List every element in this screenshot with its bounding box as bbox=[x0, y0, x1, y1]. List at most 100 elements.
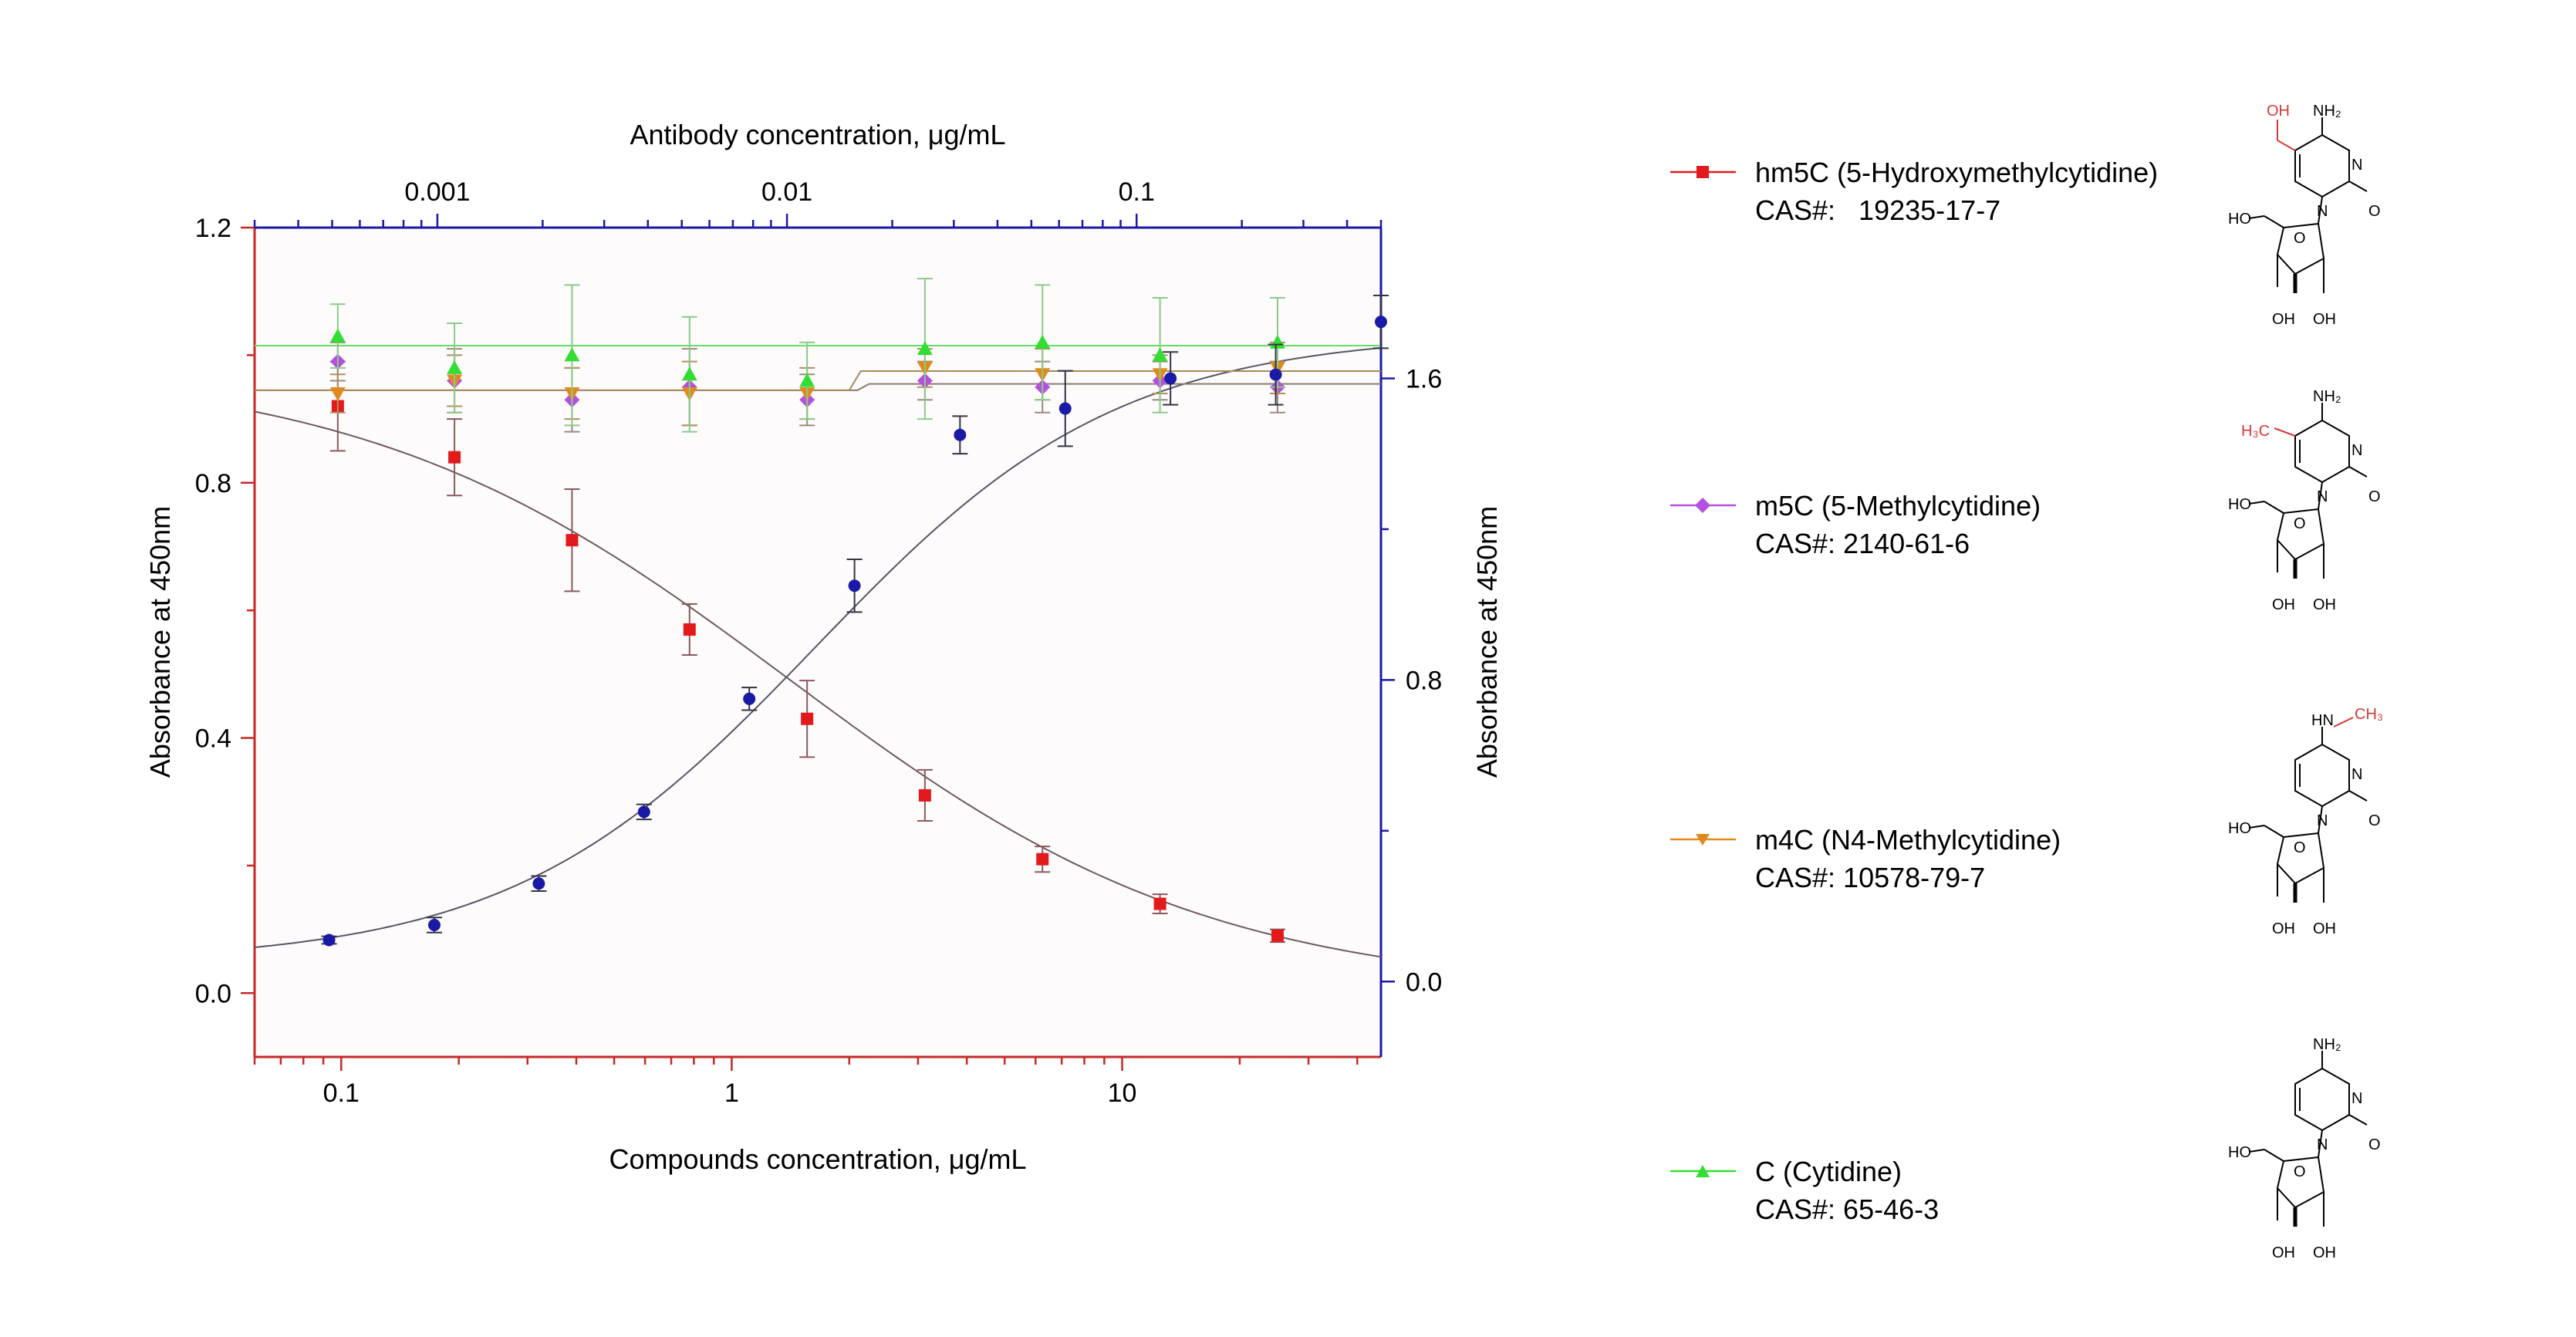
point-hm5c bbox=[1153, 897, 1166, 910]
legend-cas-c: CAS#: 65-46-3 bbox=[1755, 1194, 1939, 1225]
point-antibody bbox=[322, 934, 336, 947]
y-tick-label: 0.8 bbox=[195, 469, 231, 498]
x2-tick-label: 0.1 bbox=[1119, 177, 1155, 207]
struct-hm5c-oh2: OH bbox=[2272, 311, 2295, 328]
legend-label-m5c: m5C (5-Methylcytidine) bbox=[1755, 490, 2041, 522]
x-tick-label: 1 bbox=[724, 1079, 739, 1108]
structure-c: NH₂ N N O HO O OH OH bbox=[2228, 1036, 2381, 1261]
struct-hm5c-o4: O bbox=[2294, 230, 2306, 247]
point-antibody bbox=[1269, 368, 1282, 381]
struct-m5c-n1: N bbox=[2317, 488, 2328, 505]
point-hm5c bbox=[801, 712, 814, 725]
struct-m5c-o2: O bbox=[2368, 488, 2381, 505]
struct-c-o2: O bbox=[2368, 1136, 2381, 1153]
point-antibody bbox=[1375, 316, 1387, 329]
struct-m5c-oh2: OH bbox=[2272, 596, 2295, 613]
struct-m4c-oh3: OH bbox=[2313, 920, 2336, 937]
struct-m5c-n3: N bbox=[2351, 442, 2362, 459]
fit-hm5c bbox=[254, 410, 1382, 958]
struct-hm5c-oh3: OH bbox=[2313, 311, 2336, 328]
struct-m5c-o4: O bbox=[2294, 515, 2306, 532]
point-hm5c bbox=[566, 534, 579, 547]
x2-tick-label: 0.01 bbox=[761, 177, 812, 207]
struct-m5c-h3c: H₃C bbox=[2241, 423, 2270, 440]
point-c bbox=[447, 360, 463, 374]
legend: hm5C (5-Hydroxymethylcytidine) CAS#: 192… bbox=[1670, 157, 2158, 1225]
struct-hm5c-nh2: NH₂ bbox=[2313, 103, 2341, 120]
struct-c-ho5: HO bbox=[2228, 1144, 2251, 1161]
point-antibody bbox=[848, 579, 861, 593]
fit-antibody bbox=[254, 346, 1382, 948]
point-antibody bbox=[427, 918, 441, 931]
fit-curves bbox=[254, 344, 1382, 958]
y-tick-label: 0.4 bbox=[195, 724, 231, 754]
struct-m4c-hn: HN bbox=[2311, 712, 2334, 729]
point-c bbox=[329, 328, 346, 343]
legend-item-m4c: m4C (N4-Methylcytidine) CAS#: 10578-79-7 bbox=[1670, 824, 2061, 893]
legend-label-hm5c: hm5C (5-Hydroxymethylcytidine) bbox=[1755, 157, 2158, 188]
struct-c-o4: O bbox=[2294, 1163, 2306, 1180]
point-antibody bbox=[743, 692, 756, 705]
x-tick-label: 0.1 bbox=[323, 1079, 360, 1108]
x2-axis-title: Antibody concentration, μg/mL bbox=[630, 119, 1005, 150]
struct-m5c-oh3: OH bbox=[2313, 596, 2336, 613]
point-c bbox=[1035, 334, 1051, 349]
y2-tick-label: 0.0 bbox=[1406, 967, 1442, 997]
struct-hm5c-oh: OH bbox=[2267, 103, 2290, 120]
point-c bbox=[917, 341, 933, 356]
y-tick-label: 1.2 bbox=[195, 214, 231, 243]
struct-m5c-nh2: NH₂ bbox=[2313, 388, 2341, 405]
struct-c-n1: N bbox=[2317, 1136, 2328, 1153]
point-hm5c bbox=[448, 451, 461, 464]
point-hm5c bbox=[918, 788, 931, 802]
point-antibody bbox=[532, 877, 545, 890]
legend-cas-m5c: CAS#: 2140-61-6 bbox=[1755, 528, 1970, 559]
x-axis-title: Compounds concentration, μg/mL bbox=[609, 1143, 1026, 1175]
struct-m4c-n3: N bbox=[2351, 766, 2362, 783]
point-m4c bbox=[329, 387, 346, 401]
struct-m4c-o2: O bbox=[2368, 812, 2381, 829]
x-tick-label: 10 bbox=[1108, 1079, 1137, 1108]
y2-tick-label: 0.8 bbox=[1406, 666, 1442, 695]
fit-m4c bbox=[255, 370, 1381, 391]
data-marks bbox=[321, 278, 1389, 947]
legend-label-c: C (Cytidine) bbox=[1755, 1156, 1902, 1187]
point-antibody bbox=[1058, 402, 1072, 415]
struct-m5c-ho5: HO bbox=[2228, 496, 2251, 513]
struct-c-oh3: OH bbox=[2313, 1244, 2336, 1261]
axes: 0.0 0.4 0.8 1.2 0.0 0.8 1.6 0.1 1 10 0.001 0.01 0.1 bbox=[195, 177, 1443, 1108]
point-antibody bbox=[1164, 372, 1177, 385]
struct-hm5c-o2: O bbox=[2368, 203, 2381, 220]
point-c bbox=[799, 373, 815, 387]
struct-hm5c-n1: N bbox=[2317, 203, 2328, 220]
struct-m4c-oh2: OH bbox=[2272, 920, 2295, 937]
point-c bbox=[564, 347, 580, 362]
legend-item-m5c: m5C (5-Methylcytidine) CAS#: 2140-61-6 bbox=[1670, 490, 2041, 559]
legend-item-c: C (Cytidine) CAS#: 65-46-3 bbox=[1670, 1156, 1939, 1225]
point-hm5c bbox=[1036, 853, 1049, 866]
struct-hm5c-ho5: HO bbox=[2228, 211, 2251, 228]
struct-m4c-ho5: HO bbox=[2228, 820, 2251, 837]
plot-area bbox=[255, 228, 1381, 1057]
y-axis-title: Absorbance at 450nm bbox=[144, 506, 176, 778]
legend-cas-hm5c: CAS#: 19235-17-7 bbox=[1755, 194, 2000, 226]
struct-hm5c-n3: N bbox=[2351, 157, 2362, 174]
point-antibody bbox=[954, 428, 967, 441]
y-tick-label: 0.0 bbox=[195, 979, 231, 1008]
structure-m4c: HN CH₃ N N O HO O OH OH bbox=[2228, 706, 2383, 937]
struct-m4c-ch3: CH₃ bbox=[2355, 706, 2383, 723]
legend-label-m4c: m4C (N4-Methylcytidine) bbox=[1755, 824, 2061, 856]
legend-cas-m4c: CAS#: 10578-79-7 bbox=[1755, 862, 1985, 893]
point-c bbox=[681, 366, 697, 381]
y2-axis-title: Absorbance at 450nm bbox=[1471, 506, 1503, 778]
x2-tick-label: 0.001 bbox=[404, 177, 470, 207]
struct-m4c-n1: N bbox=[2317, 812, 2328, 829]
struct-c-nh2: NH₂ bbox=[2313, 1036, 2341, 1053]
point-antibody bbox=[637, 805, 650, 819]
point-hm5c bbox=[683, 623, 696, 636]
legend-item-hm5c: hm5C (5-Hydroxymethylcytidine) CAS#: 192… bbox=[1670, 157, 2158, 226]
struct-c-n3: N bbox=[2351, 1090, 2362, 1107]
point-hm5c bbox=[1271, 929, 1284, 942]
struct-m4c-o4: O bbox=[2294, 839, 2306, 856]
